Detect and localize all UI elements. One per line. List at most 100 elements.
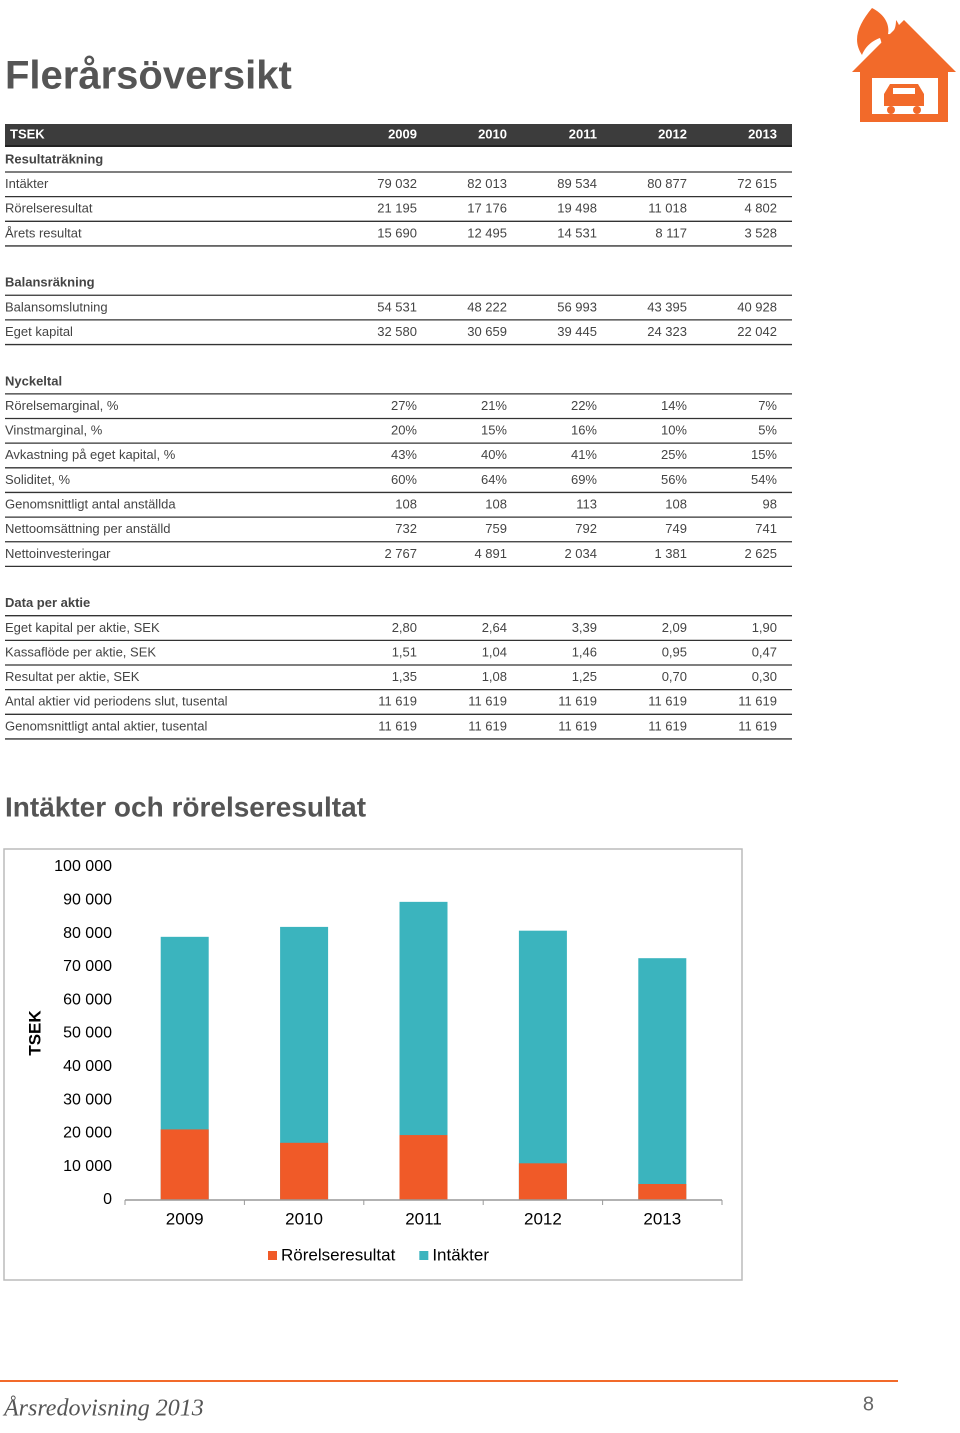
bar	[518, 930, 567, 1200]
y-tick-label: 70 000	[63, 958, 112, 975]
cell-value: 39 445	[557, 324, 597, 339]
y-tick-label: 80 000	[63, 925, 112, 942]
cell-value: 72 615	[737, 176, 777, 191]
cell-value: 749	[665, 521, 687, 536]
cell-value: 30 659	[467, 324, 507, 339]
cell-value: 1,08	[482, 669, 507, 684]
cell-value: 48 222	[467, 299, 507, 314]
page-title: Flerårsöversikt	[5, 54, 292, 98]
cell-value: 11 619	[468, 694, 507, 709]
cell-value: 2 034	[564, 546, 597, 561]
cell-value: 54%	[751, 472, 777, 487]
footer-text: Årsredovisning 2013	[2, 1396, 204, 1422]
cell-value: 20%	[391, 423, 417, 438]
column-header: TSEK	[10, 126, 45, 141]
cell-value: 108	[395, 497, 417, 512]
cell-value: 1,90	[752, 620, 777, 635]
bar	[280, 1142, 329, 1200]
cell-value: 113	[576, 497, 597, 512]
cell-value: 22 042	[737, 324, 777, 339]
cell-value: 12 495	[467, 225, 507, 240]
cell-value: 11 619	[558, 718, 597, 733]
cell-value: 32 580	[377, 324, 417, 339]
cell-value: 108	[665, 497, 687, 512]
row-label: Nettoinvesteringar	[5, 546, 111, 561]
bar	[160, 1129, 209, 1200]
row-label: Rörelseresultat	[5, 201, 93, 216]
cell-value: 11 619	[468, 718, 507, 733]
cell-value: 79 032	[377, 176, 417, 191]
y-tick-label: 20 000	[63, 1125, 112, 1142]
x-tick-label: 2009	[166, 1209, 204, 1228]
cell-value: 0,95	[662, 644, 687, 659]
cell-value: 759	[485, 521, 507, 536]
cell-value: 40%	[481, 447, 507, 462]
bar	[518, 1163, 567, 1200]
row-label: Genomsnittligt antal anställda	[5, 497, 176, 512]
row-label: Avkastning på eget kapital, %	[5, 447, 176, 462]
cell-value: 11 619	[648, 718, 687, 733]
cell-value: 11 018	[648, 201, 687, 216]
cell-value: 60%	[391, 472, 417, 487]
cell-value: 4 802	[744, 201, 777, 216]
row-label: Vinstmarginal, %	[5, 423, 103, 438]
cell-value: 0,47	[752, 644, 777, 659]
cell-value: 43%	[391, 447, 417, 462]
cell-value: 5%	[758, 423, 777, 438]
cell-value: 3 528	[744, 225, 777, 240]
cell-value: 0,30	[752, 669, 777, 684]
cell-value: 2,64	[482, 620, 507, 635]
cell-value: 11 619	[558, 694, 597, 709]
cell-value: 80 877	[647, 176, 687, 191]
y-tick-label: 10 000	[63, 1158, 112, 1175]
cell-value: 7%	[758, 398, 777, 413]
row-label: Soliditet, %	[5, 472, 70, 487]
cell-value: 15 690	[377, 225, 417, 240]
cell-value: 14 531	[557, 225, 597, 240]
cell-value: 21 195	[377, 201, 417, 216]
bar	[638, 958, 687, 1200]
cell-value: 1,25	[572, 669, 597, 684]
cell-value: 732	[395, 521, 417, 536]
row-label: Balansomslutning	[5, 299, 108, 314]
y-axis-label: TSEK	[25, 1010, 44, 1056]
cell-value: 21%	[481, 398, 507, 413]
legend-swatch	[268, 1251, 277, 1260]
y-tick-label: 90 000	[63, 892, 112, 909]
x-tick-label: 2010	[285, 1209, 323, 1228]
cell-value: 3,39	[572, 620, 597, 635]
cell-value: 2 625	[744, 546, 777, 561]
bar	[399, 1135, 448, 1200]
cell-value: 792	[575, 521, 597, 536]
section-title: Data per aktie	[5, 595, 90, 610]
cell-value: 19 498	[557, 201, 597, 216]
chart-heading: Intäkter och rörelseresultat	[5, 791, 366, 822]
cell-value: 2 767	[384, 546, 417, 561]
cell-value: 16%	[571, 423, 597, 438]
cell-value: 2,80	[392, 620, 417, 635]
section-title: Nyckeltal	[5, 373, 62, 388]
cell-value: 2,09	[662, 620, 687, 635]
row-label: Antal aktier vid periodens slut, tusenta…	[5, 694, 228, 709]
cell-value: 0,70	[662, 669, 687, 684]
cell-value: 43 395	[647, 299, 687, 314]
row-label: Eget kapital per aktie, SEK	[5, 620, 160, 635]
y-tick-label: 40 000	[63, 1058, 112, 1075]
column-header: 2010	[478, 126, 507, 141]
cell-value: 1,51	[392, 644, 417, 659]
column-header: 2009	[388, 126, 417, 141]
cell-value: 1,46	[572, 644, 597, 659]
row-label: Intäkter	[5, 176, 49, 191]
cell-value: 10%	[661, 423, 687, 438]
row-label: Resultat per aktie, SEK	[5, 669, 140, 684]
x-tick-label: 2013	[643, 1209, 681, 1228]
cell-value: 15%	[751, 447, 777, 462]
cell-value: 1 381	[654, 546, 687, 561]
column-header: 2013	[748, 126, 777, 141]
cell-value: 56%	[661, 472, 687, 487]
cell-value: 14%	[661, 398, 687, 413]
column-header: 2012	[658, 126, 687, 141]
y-tick-label: 0	[103, 1191, 112, 1208]
logo	[852, 8, 956, 122]
